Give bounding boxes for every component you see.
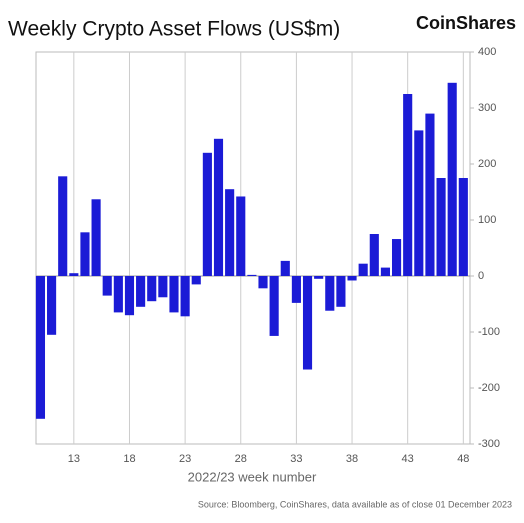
bar <box>436 178 446 276</box>
y-tick-label: 100 <box>478 214 496 226</box>
y-tick-label: 0 <box>478 270 484 282</box>
y-tick-label: 200 <box>478 158 496 170</box>
bar <box>113 276 123 313</box>
y-tick-label: -300 <box>478 438 500 450</box>
bar <box>414 130 424 276</box>
x-tick-label: 38 <box>346 453 358 465</box>
bar <box>58 176 68 276</box>
x-tick-label: 28 <box>235 453 247 465</box>
bar <box>136 276 146 307</box>
bar <box>380 267 390 276</box>
x-tick-label: 18 <box>123 453 135 465</box>
bar <box>258 276 268 289</box>
bar <box>202 152 212 276</box>
bar <box>425 113 435 276</box>
bar <box>269 276 279 336</box>
chart-title: Weekly Crypto Asset Flows (US$m) <box>8 18 340 41</box>
bar <box>158 276 168 298</box>
bar <box>336 276 346 307</box>
plot-frame <box>35 51 471 445</box>
bar <box>180 276 190 317</box>
bar <box>69 273 79 276</box>
source-note: Source: Bloomberg, CoinShares, data avai… <box>198 499 512 509</box>
bar <box>80 232 90 276</box>
bar <box>280 260 290 276</box>
x-tick-label: 23 <box>179 453 191 465</box>
bar <box>447 82 457 276</box>
bar <box>169 276 179 313</box>
x-tick-label: 48 <box>457 453 469 465</box>
bar <box>391 239 402 276</box>
bar <box>369 234 379 276</box>
bar <box>247 274 257 276</box>
bar <box>213 138 224 276</box>
bar <box>225 189 235 276</box>
y-tick-label: 300 <box>478 102 496 114</box>
bar <box>403 94 413 276</box>
bar <box>325 276 335 311</box>
bar <box>358 263 368 276</box>
bar <box>314 276 324 279</box>
y-tick-label: -200 <box>478 382 500 394</box>
x-tick-label: 33 <box>290 453 302 465</box>
bar <box>236 196 246 276</box>
bar <box>291 276 301 303</box>
bar <box>35 276 46 419</box>
bar <box>124 276 135 316</box>
bar <box>102 276 112 296</box>
y-tick-label: 400 <box>478 46 496 58</box>
x-tick-label: 43 <box>402 453 414 465</box>
bar <box>91 199 101 276</box>
bar <box>147 276 157 302</box>
y-tick-label: -100 <box>478 326 500 338</box>
x-tick-label: 13 <box>68 453 80 465</box>
bar <box>191 276 201 285</box>
bar <box>458 178 468 276</box>
bar <box>347 276 357 281</box>
bar <box>302 276 313 370</box>
x-axis-label: 2022/23 week number <box>188 469 317 484</box>
bar <box>47 276 57 335</box>
brand-logo: CoinShares <box>416 13 516 33</box>
